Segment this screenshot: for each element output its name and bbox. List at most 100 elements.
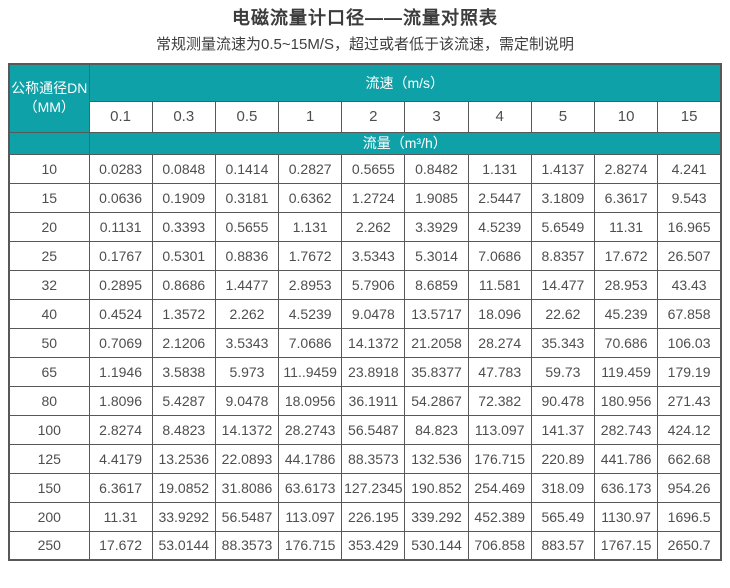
flow-value-cell: 36.1911 xyxy=(341,385,406,416)
velocity-column-header: 2 xyxy=(341,100,406,133)
flow-value-cell: 0.5655 xyxy=(341,153,406,184)
flow-value-cell: 0.7069 xyxy=(88,327,153,358)
page-title: 电磁流量计口径——流量对照表 xyxy=(232,8,498,28)
flow-value-cell: 9.0478 xyxy=(214,385,280,416)
flow-value-cell: 2650.7 xyxy=(657,530,722,561)
table-row: 50 0.7069 2.1206 3.5343 7.0686 14.1372 21.2058… xyxy=(8,327,722,358)
table-head: 公称通径DN （MM） 流速（m/s） 0.1 0.3 0.5 1 2 3 4 5 10 15 流… xyxy=(8,63,722,155)
dn-value-cell: 65 xyxy=(8,356,90,387)
flow-value-cell: 19.0852 xyxy=(151,472,216,503)
flow-value-cell: 70.686 xyxy=(593,327,659,358)
flow-value-cell: 2.5447 xyxy=(467,182,532,213)
flow-value-cell: 11.581 xyxy=(467,269,532,300)
velocity-column-header: 0.3 xyxy=(151,100,216,133)
flow-value-cell: 254.469 xyxy=(467,472,532,503)
flow-value-cell: 8.8357 xyxy=(530,240,596,271)
flow-value-cell: 424.12 xyxy=(657,414,722,445)
dn-value-cell: 250 xyxy=(8,530,90,561)
flow-value-cell: 190.852 xyxy=(404,472,469,503)
flow-value-cell: 5.3014 xyxy=(404,240,469,271)
dn-corner-header: 公称通径DN （MM） xyxy=(8,63,90,133)
flow-value-cell: 43.43 xyxy=(657,269,722,300)
flow-value-cell: 17.672 xyxy=(593,240,659,271)
flow-value-cell: 22.0893 xyxy=(214,443,280,474)
flow-value-cell: 0.8482 xyxy=(404,153,469,184)
flow-value-cell: 226.195 xyxy=(341,501,406,532)
flow-value-cell: 2.8953 xyxy=(278,269,343,300)
flow-value-cell: 5.7906 xyxy=(341,269,406,300)
flow-value-cell: 28.274 xyxy=(467,327,532,358)
flow-value-cell: 883.57 xyxy=(530,530,596,561)
flow-value-cell: 1130.97 xyxy=(593,501,659,532)
dn-value-cell: 15 xyxy=(8,182,90,213)
flow-value-cell: 44.1786 xyxy=(278,443,343,474)
flow-value-cell: 0.3393 xyxy=(151,211,216,242)
flow-value-cell: 4.4179 xyxy=(88,443,153,474)
flow-value-cell: 3.5343 xyxy=(341,240,406,271)
flow-value-cell: 21.2058 xyxy=(404,327,469,358)
flow-value-cell: 1.1946 xyxy=(88,356,153,387)
flow-value-cell: 662.68 xyxy=(657,443,722,474)
flow-value-cell: 45.239 xyxy=(593,298,659,329)
flow-value-cell: 0.0636 xyxy=(88,182,153,213)
flow-value-cell: 4.241 xyxy=(657,153,722,184)
dn-value-cell: 100 xyxy=(8,414,90,445)
flow-value-cell: 132.536 xyxy=(404,443,469,474)
flow-value-cell: 18.096 xyxy=(467,298,532,329)
flow-value-cell: 14.1372 xyxy=(341,327,406,358)
flow-value-cell: 56.5487 xyxy=(341,414,406,445)
flow-value-cell: 271.43 xyxy=(657,385,722,416)
velocity-column-header: 10 xyxy=(593,100,659,133)
flow-value-cell: 0.2895 xyxy=(88,269,153,300)
flow-value-cell: 1.7672 xyxy=(278,240,343,271)
velocity-column-header: 0.1 xyxy=(88,100,153,133)
velocity-header: 流速（m/s） xyxy=(88,63,722,102)
flow-value-cell: 23.8918 xyxy=(341,356,406,387)
flow-value-cell: 3.1809 xyxy=(530,182,596,213)
dn-value-cell: 25 xyxy=(8,240,90,271)
flow-value-cell: 954.26 xyxy=(657,472,722,503)
velocity-header-row: 公称通径DN （MM） 流速（m/s） xyxy=(8,63,722,133)
flow-value-cell: 31.8086 xyxy=(214,472,280,503)
flow-value-cell: 47.783 xyxy=(467,356,532,387)
flow-value-cell: 6.3617 xyxy=(88,472,153,503)
table-row: 10 0.0283 0.0848 0.1414 0.2827 0.5655 0.8482 1.… xyxy=(8,153,722,184)
flow-value-cell: 318.09 xyxy=(530,472,596,503)
flow-value-cell: 14.1372 xyxy=(214,414,280,445)
flow-value-cell: 1.8096 xyxy=(88,385,153,416)
velocity-column-header: 4 xyxy=(467,100,532,133)
velocity-column-header: 0.5 xyxy=(214,100,280,133)
flow-value-cell: 452.389 xyxy=(467,501,532,532)
flow-value-cell: 0.5301 xyxy=(151,240,216,271)
flow-value-cell: 7.0686 xyxy=(467,240,532,271)
flow-value-cell: 53.0144 xyxy=(151,530,216,561)
flow-value-cell: 1.131 xyxy=(278,211,343,242)
page-subtitle: 常规测量流速为0.5~15M/S，超过或者低于该流速，需定制说明 xyxy=(156,36,574,53)
flow-value-cell: 1696.5 xyxy=(657,501,722,532)
flow-value-cell: 90.478 xyxy=(530,385,596,416)
flow-value-cell: 8.4823 xyxy=(151,414,216,445)
flow-value-cell: 14.477 xyxy=(530,269,596,300)
flow-value-cell: 636.173 xyxy=(593,472,659,503)
velocity-column-header: 1 xyxy=(278,100,343,133)
dn-value-cell: 32 xyxy=(8,269,90,300)
flow-value-cell: 180.956 xyxy=(593,385,659,416)
velocity-column-header: 3 xyxy=(404,100,469,133)
flow-value-cell: 1.9085 xyxy=(404,182,469,213)
flow-value-cell: 28.953 xyxy=(593,269,659,300)
flow-value-cell: 35.343 xyxy=(530,327,596,358)
flow-value-cell: 106.03 xyxy=(657,327,722,358)
table-row: 65 1.1946 3.5838 5.973 11..9459 23.8918 35.837… xyxy=(8,356,722,387)
flow-value-cell: 13.2536 xyxy=(151,443,216,474)
flow-value-cell: 2.262 xyxy=(341,211,406,242)
flow-value-cell: 0.0848 xyxy=(151,153,216,184)
flow-value-cell: 18.0956 xyxy=(278,385,343,416)
flow-value-cell: 0.1131 xyxy=(88,211,153,242)
velocity-values-row: 0.1 0.3 0.5 1 2 3 4 5 10 15 xyxy=(9,100,722,133)
dn-value-cell: 125 xyxy=(8,443,90,474)
flow-value-cell: 59.73 xyxy=(530,356,596,387)
flow-value-cell: 0.1414 xyxy=(214,153,280,184)
table-row: 200 11.31 33.9292 56.5487 113.097 226.195 339.… xyxy=(8,501,722,532)
flow-value-cell: 220.89 xyxy=(530,443,596,474)
page-header: 电磁流量计口径——流量对照表 常规测量流速为0.5~15M/S，超过或者低于该流… xyxy=(0,6,730,55)
